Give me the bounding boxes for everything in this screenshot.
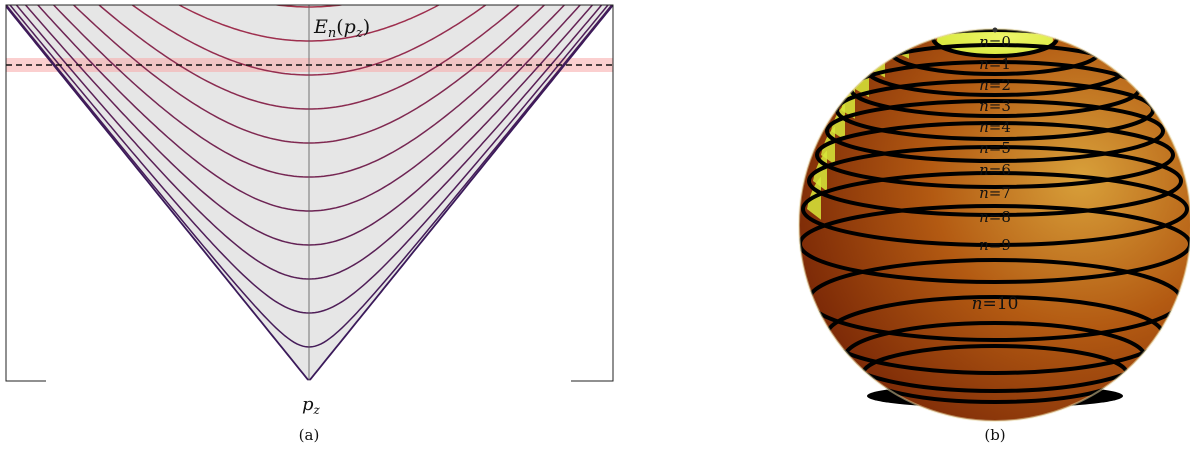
north-pole-dot xyxy=(992,27,998,33)
caption-b: (b) xyxy=(984,426,1005,444)
level-label: n=5 xyxy=(979,139,1011,157)
level-label: n=10 xyxy=(972,294,1019,314)
level-label: n=4 xyxy=(979,118,1011,136)
level-label: n=7 xyxy=(979,184,1011,202)
level-label: n=2 xyxy=(979,76,1011,94)
level-label: n=6 xyxy=(979,161,1011,179)
tube-ring xyxy=(801,171,1189,247)
tube-ring xyxy=(825,99,1165,163)
level-label: n=0 xyxy=(979,33,1011,51)
level-labels: n=0 n=1 n=2 n=3 n=4 n=5 n=6 n=7 n=8 n=9 n=10 xyxy=(972,33,1019,314)
tube-ring xyxy=(807,145,1183,217)
level-label: n=3 xyxy=(979,97,1011,115)
level-label: n=1 xyxy=(979,55,1011,73)
level-label: n=9 xyxy=(979,236,1011,254)
panel-b-fermi-sphere: n=0 n=1 n=2 n=3 n=4 n=5 n=6 n=7 n=8 n=9 n=10 (b) xyxy=(798,27,1190,444)
occupied-region-fill xyxy=(6,5,613,381)
energy-axis-label: En(pz) xyxy=(313,16,370,41)
momentum-axis-label: pz xyxy=(302,394,321,417)
band-curve xyxy=(6,5,613,381)
level-label: n=8 xyxy=(979,208,1011,226)
panel-a-dispersion-plot: En(pz) pz (a) xyxy=(5,4,614,444)
caption-a: (a) xyxy=(299,426,320,444)
tube-ring xyxy=(815,121,1175,189)
